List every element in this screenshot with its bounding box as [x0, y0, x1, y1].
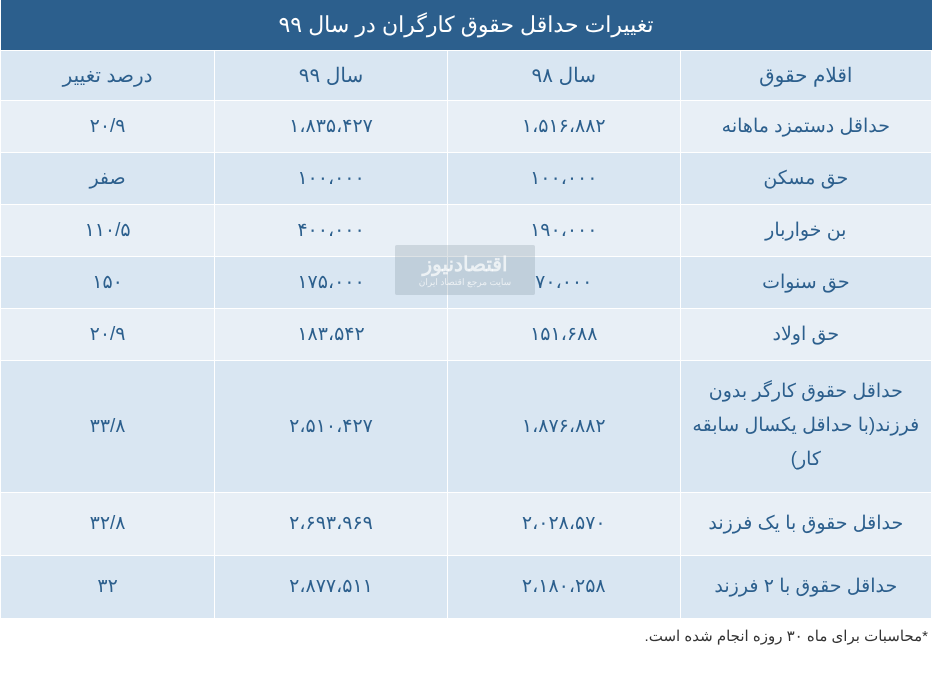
cell-item: حداقل حقوق با یک فرزند	[680, 492, 931, 555]
table-row: حداقل دستمزد ماهانه ۱،۵۱۶،۸۸۲ ۱،۸۳۵،۴۲۷ …	[1, 101, 932, 153]
table-title: تغییرات حداقل حقوق کارگران در سال ۹۹	[1, 0, 932, 51]
cell-y98: ۱،۸۷۶،۸۸۲	[447, 361, 680, 493]
cell-item: بن خواربار	[680, 205, 931, 257]
cell-pct: ۲۰/۹	[1, 309, 215, 361]
cell-pct: ۱۱۰/۵	[1, 205, 215, 257]
cell-pct: ۳۲	[1, 555, 215, 618]
cell-y98: ۱۹۰،۰۰۰	[447, 205, 680, 257]
cell-y98: ۱۰۰،۰۰۰	[447, 153, 680, 205]
wage-table: تغییرات حداقل حقوق کارگران در سال ۹۹ اقل…	[0, 0, 932, 619]
cell-y98: ۱،۵۱۶،۸۸۲	[447, 101, 680, 153]
cell-pct: ۲۰/۹	[1, 101, 215, 153]
header-year99: سال ۹۹	[215, 51, 448, 101]
cell-pct: ۳۲/۸	[1, 492, 215, 555]
cell-y99: ۲،۸۷۷،۵۱۱	[215, 555, 448, 618]
wage-table-container: تغییرات حداقل حقوق کارگران در سال ۹۹ اقل…	[0, 0, 932, 653]
footnote: *محاسبات برای ماه ۳۰ روزه انجام شده است.	[0, 619, 932, 653]
cell-item: حداقل دستمزد ماهانه	[680, 101, 931, 153]
cell-y98: ۲،۰۲۸،۵۷۰	[447, 492, 680, 555]
cell-y99: ۲،۵۱۰،۴۲۷	[215, 361, 448, 493]
table-row: حق سنوات ۷۰،۰۰۰ ۱۷۵،۰۰۰ ۱۵۰	[1, 257, 932, 309]
table-row: حق اولاد ۱۵۱،۶۸۸ ۱۸۳،۵۴۲ ۲۰/۹	[1, 309, 932, 361]
table-row: حداقل حقوق کارگر بدون فرزند(با حداقل یکس…	[1, 361, 932, 493]
cell-y98: ۱۵۱،۶۸۸	[447, 309, 680, 361]
table-row: بن خواربار ۱۹۰،۰۰۰ ۴۰۰،۰۰۰ ۱۱۰/۵	[1, 205, 932, 257]
cell-y99: ۴۰۰،۰۰۰	[215, 205, 448, 257]
cell-y98: ۷۰،۰۰۰	[447, 257, 680, 309]
cell-pct: ۳۳/۸	[1, 361, 215, 493]
table-row: حداقل حقوق با ۲ فرزند ۲،۱۸۰،۲۵۸ ۲،۸۷۷،۵۱…	[1, 555, 932, 618]
header-year98: سال ۹۸	[447, 51, 680, 101]
table-row: حق مسکن ۱۰۰،۰۰۰ ۱۰۰،۰۰۰ صفر	[1, 153, 932, 205]
cell-y99: ۱،۸۳۵،۴۲۷	[215, 101, 448, 153]
cell-y99: ۱۰۰،۰۰۰	[215, 153, 448, 205]
cell-pct: ۱۵۰	[1, 257, 215, 309]
cell-item: حق سنوات	[680, 257, 931, 309]
header-row: اقلام حقوق سال ۹۸ سال ۹۹ درصد تغییر	[1, 51, 932, 101]
cell-item: حداقل حقوق با ۲ فرزند	[680, 555, 931, 618]
cell-item: حق مسکن	[680, 153, 931, 205]
cell-y98: ۲،۱۸۰،۲۵۸	[447, 555, 680, 618]
cell-y99: ۲،۶۹۳،۹۶۹	[215, 492, 448, 555]
header-item: اقلام حقوق	[680, 51, 931, 101]
title-row: تغییرات حداقل حقوق کارگران در سال ۹۹	[1, 0, 932, 51]
table-row: حداقل حقوق با یک فرزند ۲،۰۲۸،۵۷۰ ۲،۶۹۳،۹…	[1, 492, 932, 555]
cell-item: حداقل حقوق کارگر بدون فرزند(با حداقل یکس…	[680, 361, 931, 493]
cell-pct: صفر	[1, 153, 215, 205]
cell-y99: ۱۷۵،۰۰۰	[215, 257, 448, 309]
cell-y99: ۱۸۳،۵۴۲	[215, 309, 448, 361]
cell-item: حق اولاد	[680, 309, 931, 361]
header-pct: درصد تغییر	[1, 51, 215, 101]
